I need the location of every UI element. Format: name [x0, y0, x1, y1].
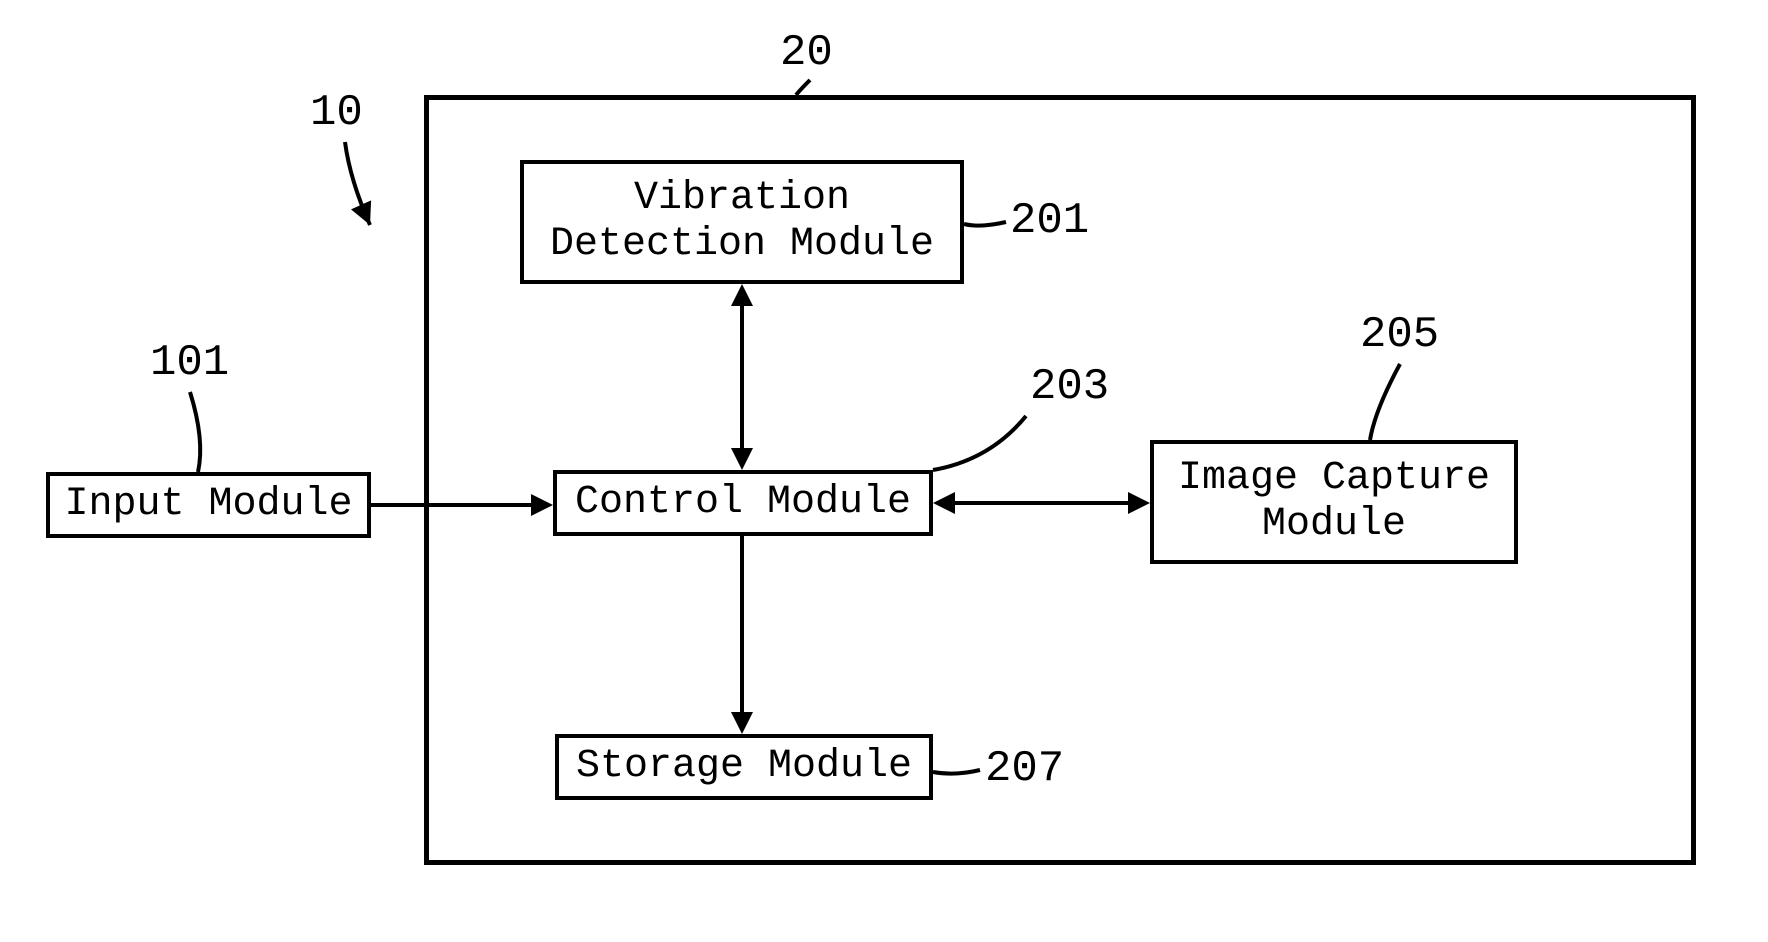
- control-module-box: Control Module: [553, 470, 933, 536]
- reference-label-10: 10: [310, 88, 363, 138]
- diagram-canvas: { "diagram": { "type": "flowchart", "bac…: [0, 0, 1768, 942]
- vibration-detection-module-label: Vibration Detection Module: [550, 176, 934, 268]
- reference-label-203: 203: [1030, 362, 1109, 412]
- input-module-label: Input Module: [64, 482, 352, 528]
- vibration-detection-module-box: Vibration Detection Module: [520, 160, 964, 284]
- image-capture-module-label: Image Capture Module: [1178, 456, 1490, 548]
- reference-label-207: 207: [985, 744, 1064, 794]
- control-module-label: Control Module: [575, 480, 911, 526]
- image-capture-module-box: Image Capture Module: [1150, 440, 1518, 564]
- reference-label-205: 205: [1360, 310, 1439, 360]
- input-module-box: Input Module: [46, 472, 371, 538]
- storage-module-label: Storage Module: [576, 744, 912, 790]
- reference-label-101: 101: [150, 338, 229, 388]
- reference-label-201: 201: [1010, 196, 1089, 246]
- storage-module-box: Storage Module: [555, 734, 933, 800]
- reference-label-20: 20: [780, 28, 833, 78]
